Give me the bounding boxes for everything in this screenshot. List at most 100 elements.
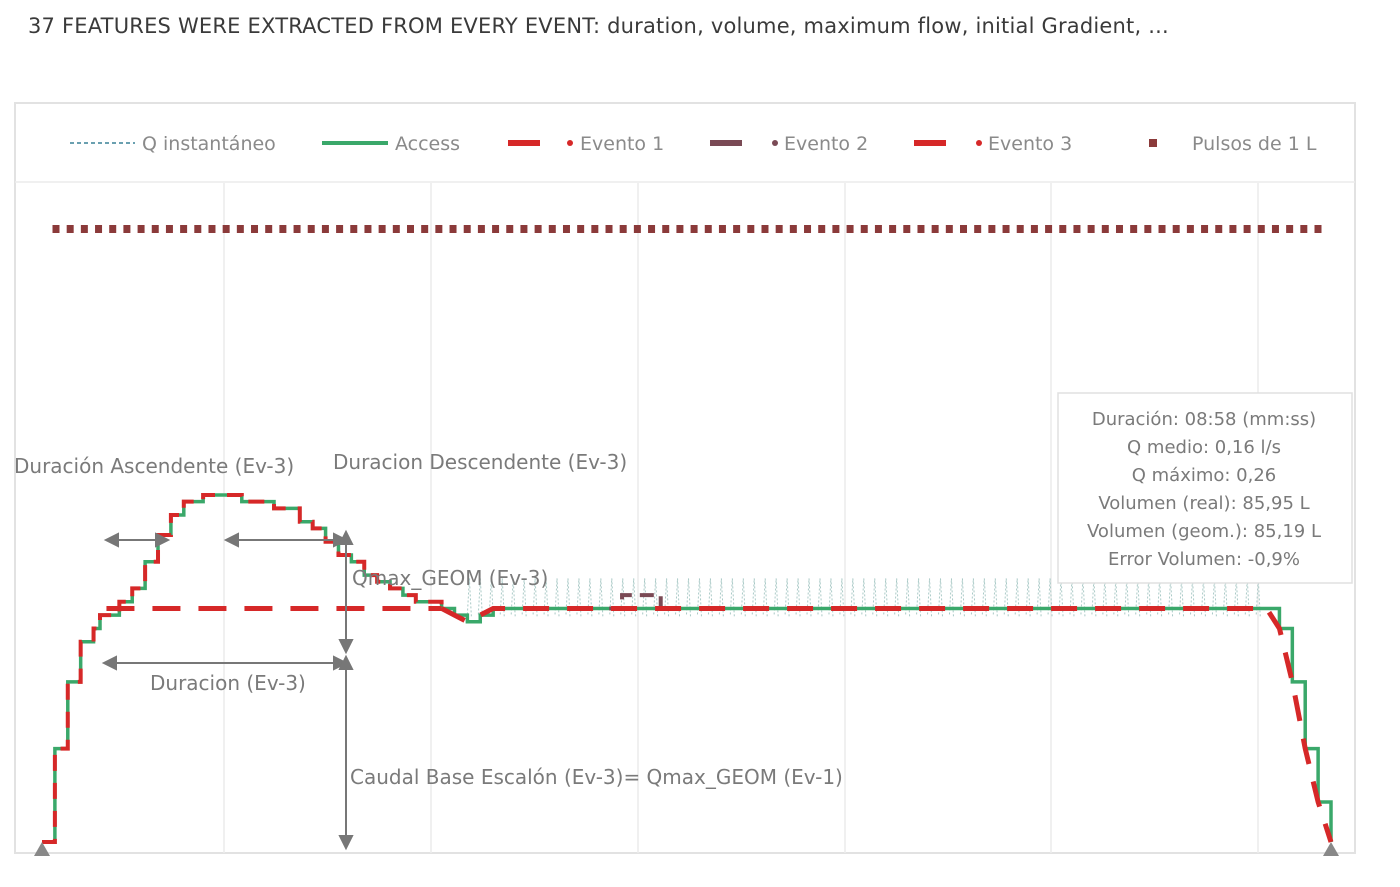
info-q-maximo: Q máximo: 0,26 [1132,465,1277,486]
annotation-desc-duration: Duracion Descendente (Ev-3) [333,450,627,474]
pulse-75 [1115,225,1123,233]
pulse-28 [449,225,457,233]
pulse-65 [974,225,982,233]
pulse-72 [1073,225,1081,233]
pulse-44 [676,225,684,233]
legend-pulses-swatch [1149,139,1157,147]
pulse-12 [222,225,230,233]
pulse-49 [747,225,755,233]
pulse-58 [874,225,882,233]
pulse-68 [1016,225,1024,233]
duration-arrow [101,655,349,671]
pulse-7 [151,225,159,233]
info-box: Duración: 08:58 (mm:ss) Q medio: 0,16 l/… [1057,392,1353,584]
legend-pulses-label: Pulsos de 1 L [1192,133,1317,155]
asc-duration-arrow [103,532,171,548]
pulse-53 [804,225,812,233]
pulse-6 [137,225,145,233]
pulse-46 [704,225,712,233]
pulse-45 [690,225,698,233]
pulse-48 [733,225,741,233]
pulse-83 [1229,225,1237,233]
annotation-base-flow: Caudal Base Escalón (Ev-3)= Qmax_GEOM (E… [350,765,843,789]
info-volume-geom: Volumen (geom.): 85,19 L [1087,521,1321,542]
pulse-71 [1059,225,1067,233]
pulse-39 [605,225,613,233]
pulse-4 [109,225,117,233]
pulse-89 [1314,225,1322,233]
pulse-24 [392,225,400,233]
pulse-34 [534,225,542,233]
pulse-17 [293,225,301,233]
pulse-32 [506,225,514,233]
pulse-35 [548,225,556,233]
pulse-85 [1257,225,1265,233]
annotation-qmax: Qmax_GEOM (Ev-3) [352,566,548,590]
pulse-73 [1087,225,1095,233]
pulse-20 [336,225,344,233]
page-title: 37 FEATURES WERE EXTRACTED FROM EVERY EV… [28,14,1169,38]
pulse-29 [463,225,471,233]
info-volume-real: Volumen (real): 85,95 L [1098,493,1309,514]
legend-ev1-dot [567,140,573,146]
pulse-3 [95,225,103,233]
qmax-arrow [338,529,354,655]
pulse-5 [123,225,131,233]
pulse-31 [492,225,500,233]
pulse-37 [577,225,585,233]
measurement-arrows [101,529,354,851]
pulse-54 [818,225,826,233]
pulse-21 [350,225,358,233]
info-volume-error: Error Volumen: -0,9% [1108,549,1300,570]
pulse-25 [406,225,414,233]
pulse-1 [66,225,74,233]
annotation-duration: Duracion (Ev-3) [150,671,306,695]
pulse-66 [988,225,996,233]
pulse-77 [1144,225,1152,233]
pulse-50 [761,225,769,233]
legend-ev3-label: Evento 3 [988,133,1072,155]
pulse-86 [1271,225,1279,233]
pulse-55 [832,225,840,233]
pulse-61 [917,225,925,233]
pulse-10 [194,225,202,233]
pulse-0 [52,225,60,233]
pulse-26 [421,225,429,233]
legend-q-label: Q instantáneo [142,133,276,155]
base-flow-arrow [338,654,354,851]
legend-ev2-dot [772,140,778,146]
desc-duration-arrow [223,532,349,548]
pulse-47 [718,225,726,233]
pulse-16 [279,225,287,233]
pulse-56 [846,225,854,233]
pulse-14 [251,225,259,233]
pulse-81 [1201,225,1209,233]
info-q-medio: Q medio: 0,16 l/s [1127,437,1281,458]
pulse-84 [1243,225,1251,233]
pulse-33 [520,225,528,233]
pulse-8 [165,225,173,233]
pulse-82 [1215,225,1223,233]
pulse-52 [789,225,797,233]
pulse-87 [1286,225,1294,233]
pulse-63 [945,225,953,233]
legend-ev3-dot [976,140,982,146]
pulse-36 [562,225,570,233]
pulse-59 [889,225,897,233]
pulse-62 [931,225,939,233]
pulses-row [52,225,1322,233]
end-marker [1323,842,1339,856]
pulse-22 [364,225,372,233]
pulse-18 [307,225,315,233]
pulse-79 [1172,225,1180,233]
event3-line [42,493,444,844]
pulse-42 [648,225,656,233]
legend: Q instantáneo Access Evento 1 Evento 2 E… [70,133,1317,155]
pulse-40 [619,225,627,233]
pulse-9 [180,225,188,233]
info-box-frame [1057,392,1353,584]
pulse-67 [1002,225,1010,233]
pulse-64 [960,225,968,233]
pulse-51 [775,225,783,233]
